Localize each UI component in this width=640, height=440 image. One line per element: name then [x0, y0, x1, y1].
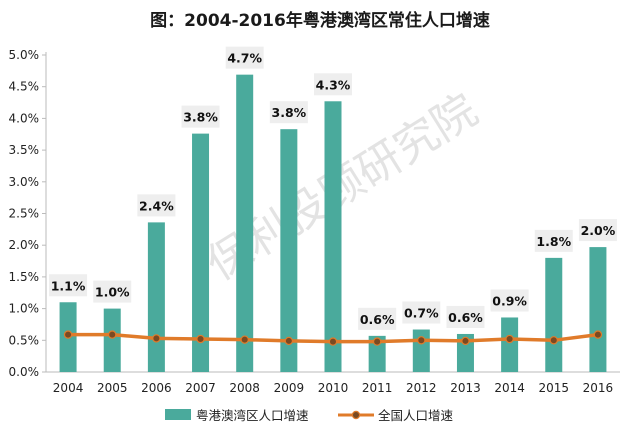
x-tick-label: 2011	[362, 381, 393, 395]
y-tick-label: 0.0%	[9, 365, 40, 379]
line-point	[196, 334, 205, 344]
data-labels: 1.1% 1.0% 2.4% 3.8% 4.7% 3.8% 4.3% 0.6% 0.7% 0.6%…	[49, 46, 617, 330]
line-point	[461, 336, 470, 346]
data-label: 3.8%	[272, 105, 307, 120]
y-tick-label: 3.0%	[9, 175, 40, 189]
bar	[192, 133, 210, 372]
bar	[324, 101, 342, 373]
legend-bar-swatch	[165, 409, 191, 420]
line-point	[152, 334, 161, 343]
data-label: 0.6%	[448, 310, 483, 325]
data-label-box	[446, 305, 485, 328]
line-point	[240, 335, 249, 344]
data-label: 1.8%	[536, 234, 571, 249]
x-tick-label: 2013	[450, 381, 481, 395]
y-tick-label: 2.0%	[9, 238, 40, 252]
data-label-box	[269, 101, 308, 124]
x-tick-label: 2010	[318, 381, 349, 395]
bar	[456, 333, 474, 372]
data-label-box	[358, 307, 397, 330]
x-axis: 2004 2005 2006 2007 2008 2009 2010 2011 2012 2013…	[46, 371, 620, 395]
y-tick-label: 1.0%	[9, 302, 40, 316]
x-tick-label: 2014	[494, 381, 525, 395]
data-label: 4.3%	[316, 77, 351, 92]
data-label-box	[225, 46, 264, 69]
line-point	[505, 334, 514, 344]
bar-series	[59, 74, 607, 373]
legend-line-marker	[351, 410, 361, 420]
bar	[236, 74, 254, 373]
legend-line-label: 全国人口增速	[378, 408, 454, 423]
data-label: 1.1%	[51, 278, 86, 293]
x-tick-label: 2015	[538, 381, 569, 395]
line-point	[549, 336, 558, 345]
bar	[412, 329, 430, 372]
data-label: 0.9%	[492, 293, 527, 308]
bar	[147, 222, 165, 372]
data-label-box	[578, 219, 617, 242]
y-tick-label: 2.5%	[9, 207, 40, 221]
legend: 粤港澳湾区人口增速 全国人口增速	[165, 408, 454, 423]
line-point	[328, 337, 338, 346]
data-label-box	[534, 229, 573, 252]
y-tick-label: 1.5%	[9, 270, 40, 284]
x-tick-label: 2016	[583, 381, 614, 395]
line-point	[284, 336, 294, 346]
y-tick-label: 0.5%	[9, 333, 40, 347]
x-tick-label: 2012	[406, 381, 437, 395]
y-tick-label: 5.0%	[9, 48, 40, 62]
bar	[103, 308, 121, 372]
data-label-box	[181, 105, 220, 128]
x-tick-label: 2006	[141, 381, 172, 395]
data-label-box	[490, 289, 529, 312]
bar	[545, 257, 563, 372]
line-point	[63, 330, 73, 339]
data-label: 2.4%	[139, 198, 174, 213]
y-axis: 0.0% 0.5% 1.0% 1.5% 2.0% 2.5% 3.0% 3.5% 4.0% 4.5%…	[9, 48, 47, 379]
data-label-box	[314, 73, 352, 96]
data-label: 0.7%	[404, 306, 439, 321]
data-label-box	[137, 194, 176, 217]
bar	[501, 317, 519, 372]
bar	[280, 129, 298, 372]
x-tick-label: 2005	[97, 381, 128, 395]
x-tick-label: 2009	[274, 381, 305, 395]
data-label-box	[402, 301, 441, 324]
y-tick-label: 4.0%	[9, 111, 40, 125]
line-point	[372, 337, 382, 346]
data-label: 2.0%	[581, 223, 616, 238]
data-label: 4.7%	[227, 51, 262, 66]
data-label: 0.6%	[360, 312, 395, 327]
y-tick-label: 4.5%	[9, 80, 40, 94]
y-tick-label: 3.5%	[9, 143, 40, 157]
line-point	[593, 330, 603, 339]
data-label-box	[49, 274, 88, 297]
bar	[589, 247, 607, 372]
line-point	[108, 330, 117, 339]
chart-title: 图：2004-2016年粤港澳湾区常住人口增速	[150, 11, 490, 31]
bar	[368, 335, 386, 372]
legend-bar-label: 粤港澳湾区人口增速	[196, 408, 309, 423]
x-tick-label: 2004	[53, 381, 84, 395]
x-tick-label: 2008	[229, 381, 260, 395]
data-label: 3.8%	[183, 110, 218, 125]
data-label: 1.0%	[95, 285, 130, 300]
line-series	[63, 330, 603, 346]
data-label-box	[93, 280, 132, 303]
x-tick-label: 2007	[185, 381, 216, 395]
line-point	[417, 336, 426, 345]
